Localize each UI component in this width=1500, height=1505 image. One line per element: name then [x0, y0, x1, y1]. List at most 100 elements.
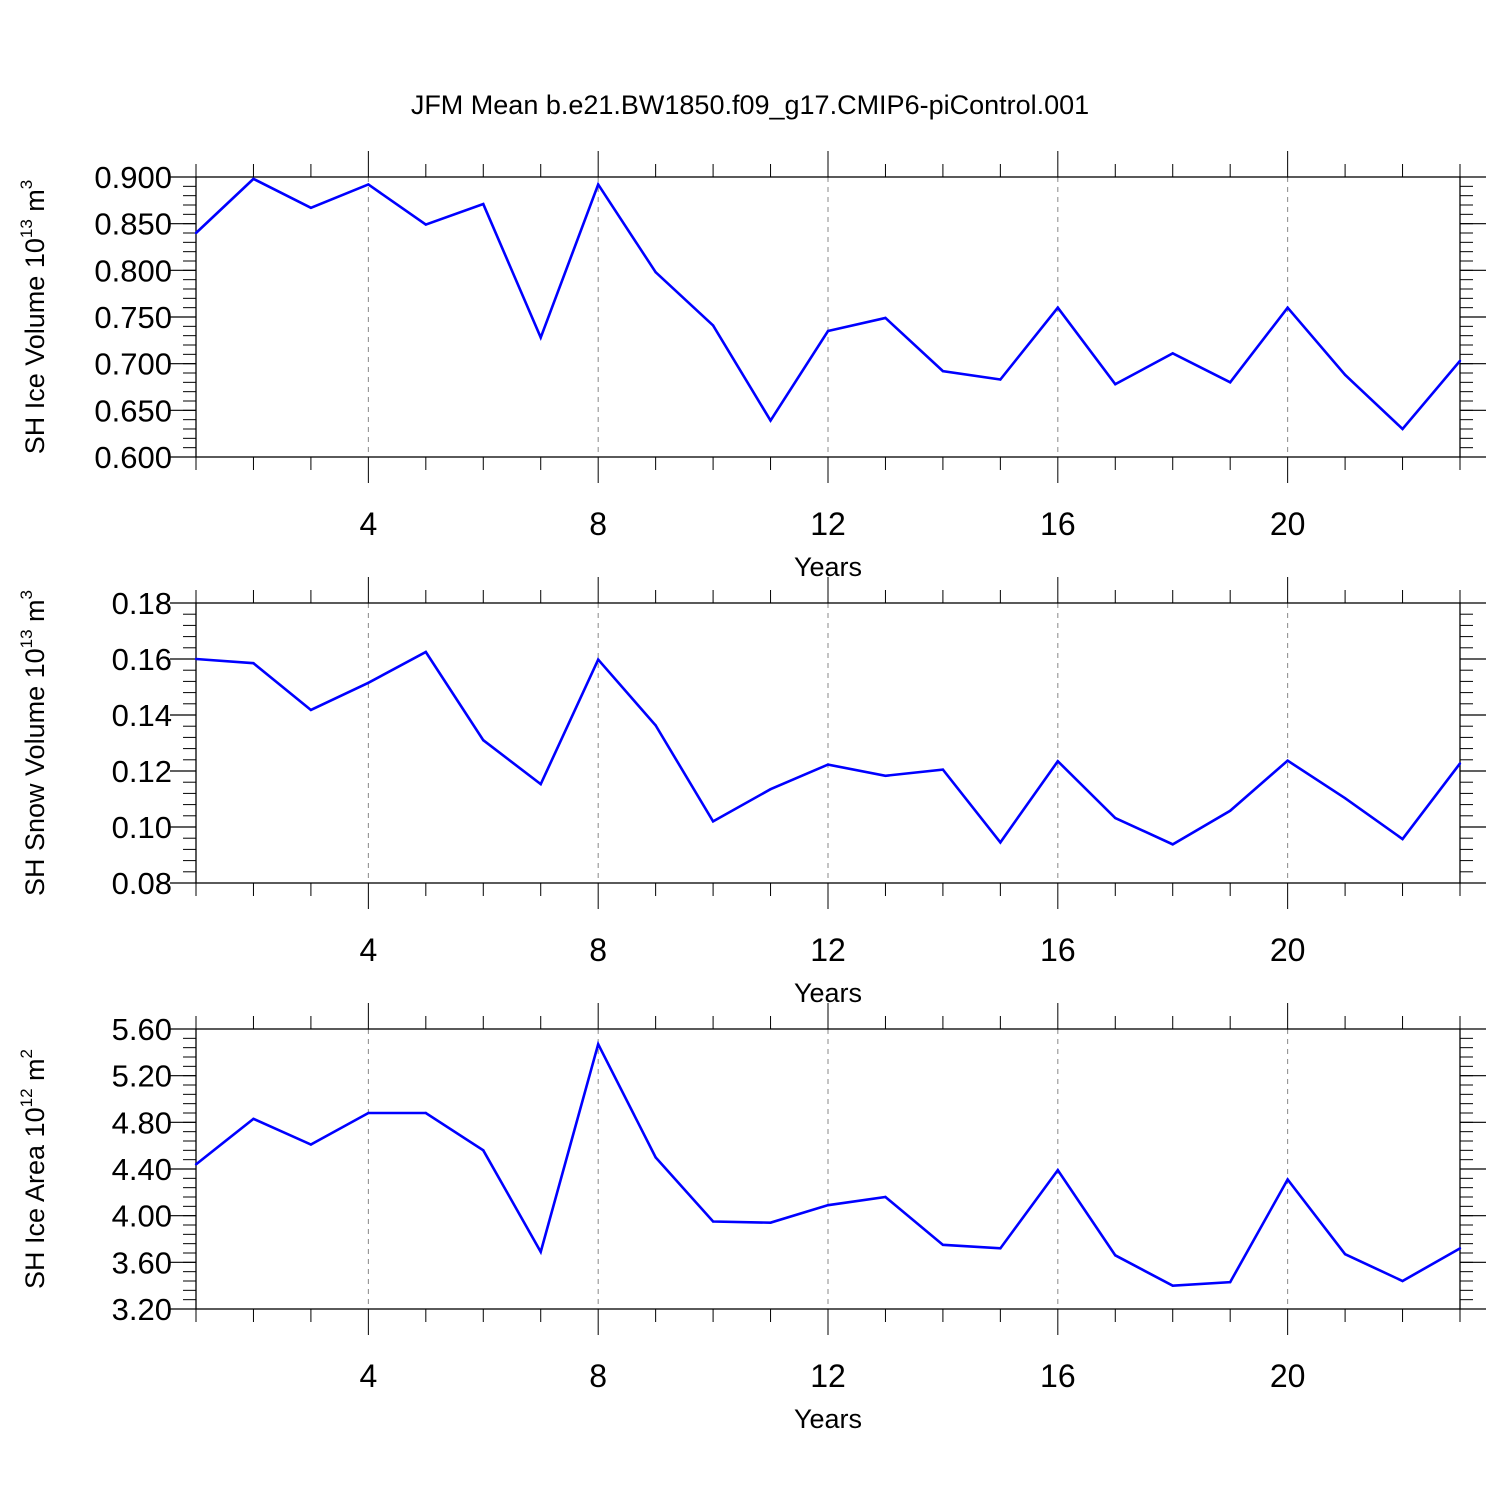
- data-point: [769, 1221, 772, 1224]
- x-tick-label: 16: [1040, 506, 1076, 542]
- data-point: [999, 378, 1002, 381]
- panel-snow-volume: 4 8 12 16 20Years0.080.100.120.140.160.18SH …: [17, 577, 1486, 1008]
- data-point: [1056, 1168, 1060, 1172]
- data-point: [1401, 427, 1404, 431]
- data-point: [1114, 1254, 1117, 1257]
- data-point: [539, 782, 542, 786]
- y-tick-label: 4.40: [112, 1152, 172, 1187]
- data-point: [711, 820, 715, 823]
- x-tick-label: 8: [589, 932, 607, 968]
- y-axis-label-ylabel-unit-sym-exp: 2: [17, 1049, 36, 1058]
- data-point: [826, 1203, 830, 1207]
- y-tick-label: 0.10: [112, 810, 172, 845]
- data-point: [596, 658, 600, 661]
- y-axis-label: SH Snow Volume 1013 m3: [17, 590, 50, 896]
- data-point: [941, 369, 945, 373]
- data-point: [1228, 1280, 1232, 1284]
- data-point: [367, 183, 370, 186]
- y-axis-label: SH Ice Volume 1013 m3: [17, 180, 50, 455]
- data-point: [711, 324, 715, 327]
- data-point: [1056, 760, 1060, 763]
- data-point: [826, 763, 830, 766]
- data-point: [999, 841, 1002, 844]
- data-point: [596, 183, 600, 186]
- data-point: [1343, 373, 1347, 377]
- data-point: [1343, 796, 1347, 800]
- data-point: [1401, 837, 1404, 841]
- data-point: [424, 1111, 428, 1115]
- y-axis-label-ylabel: SH Ice Area: [20, 1137, 50, 1289]
- y-tick-label: 0.900: [94, 160, 172, 195]
- data-point: [1343, 1252, 1347, 1256]
- y-axis-label-ylabel-unit-exp: 12: [17, 1088, 36, 1107]
- y-axis-label-ylabel-unit-exp: 13: [17, 219, 36, 238]
- data-point: [194, 1163, 198, 1166]
- y-tick-label: 0.600: [94, 440, 172, 475]
- data-point: [769, 419, 772, 422]
- y-axis-label-ylabel-unit-base: 10: [20, 1107, 50, 1137]
- panel-ice-area: 4 8 12 16 20 Years 3.20 3.60 4.00 4.40 4.80 5.20 5.6…: [17, 1003, 1486, 1434]
- data-point: [252, 662, 255, 665]
- x-tick-label: 20: [1270, 1358, 1306, 1394]
- data-point: [539, 336, 542, 339]
- data-point: [1286, 759, 1289, 762]
- x-tick-label: 4: [359, 1358, 377, 1394]
- data-point: [941, 1243, 945, 1247]
- data-point: [1171, 352, 1174, 355]
- chart-title: JFM Mean b.e21.BW1850.f09_g17.CMIP6-piCo…: [411, 90, 1089, 120]
- panel-ice-volume: 4 8 12 16 20Years0.6000.6500.7000.7500.8000.…: [17, 151, 1486, 582]
- data-point: [309, 206, 313, 209]
- y-axis-label-ylabel-unit-sym: m: [20, 599, 50, 629]
- data-point: [367, 681, 370, 684]
- data-point: [1228, 809, 1232, 812]
- y-tick-label: 5.60: [112, 1012, 172, 1047]
- data-point: [1458, 762, 1462, 765]
- data-point: [1458, 1247, 1462, 1250]
- x-axis-label: Years: [794, 1404, 862, 1434]
- data-point: [482, 1149, 485, 1152]
- data-point: [884, 1195, 887, 1199]
- x-tick-label: 8: [589, 506, 607, 542]
- data-point: [1401, 1279, 1404, 1283]
- x-tick-label: 12: [810, 1358, 846, 1394]
- x-tick-label: 16: [1040, 1358, 1076, 1394]
- y-tick-label: 0.12: [112, 754, 172, 789]
- data-point: [654, 271, 657, 274]
- y-axis-label-ylabel-unit-base: 10: [20, 648, 50, 678]
- data-point: [194, 231, 198, 235]
- panels: 4 8 12 16 20 Years 0.600 0.650 0.700 0.750 0.800 0.…: [17, 151, 1486, 1434]
- data-point: [309, 1143, 313, 1146]
- x-tick-label: 12: [810, 932, 846, 968]
- data-point: [1286, 306, 1289, 309]
- data-point: [367, 1111, 370, 1115]
- y-tick-label: 0.800: [94, 253, 172, 288]
- y-axis-label-ylabel-unit-sym-exp: 3: [17, 590, 36, 599]
- y-tick-label: 4.00: [112, 1199, 172, 1234]
- x-tick-label: 12: [810, 506, 846, 542]
- data-point: [769, 788, 772, 791]
- x-tick-label: 4: [359, 506, 377, 542]
- data-point: [482, 202, 485, 206]
- data-point: [1171, 843, 1174, 846]
- x-tick-label: 16: [1040, 932, 1076, 968]
- data-point: [194, 657, 198, 661]
- data-point: [424, 650, 428, 654]
- y-tick-label: 5.20: [112, 1059, 172, 1094]
- y-axis-label-ylabel-unit-sym-exp: 3: [17, 180, 36, 189]
- data-point: [884, 316, 887, 320]
- data-point: [999, 1247, 1002, 1250]
- data-point: [884, 774, 887, 777]
- x-tick-label: 20: [1270, 506, 1306, 542]
- data-point: [1458, 359, 1462, 363]
- data-point: [252, 177, 255, 181]
- data-point: [252, 1117, 255, 1121]
- data-point: [1228, 381, 1232, 384]
- x-tick-label: 4: [359, 932, 377, 968]
- data-point: [596, 1042, 600, 1046]
- y-tick-label: 4.80: [112, 1105, 172, 1140]
- data-point: [424, 223, 428, 226]
- y-axis-label: SH Ice Area 1012 m2: [17, 1049, 50, 1289]
- y-tick-label: 0.16: [112, 642, 172, 677]
